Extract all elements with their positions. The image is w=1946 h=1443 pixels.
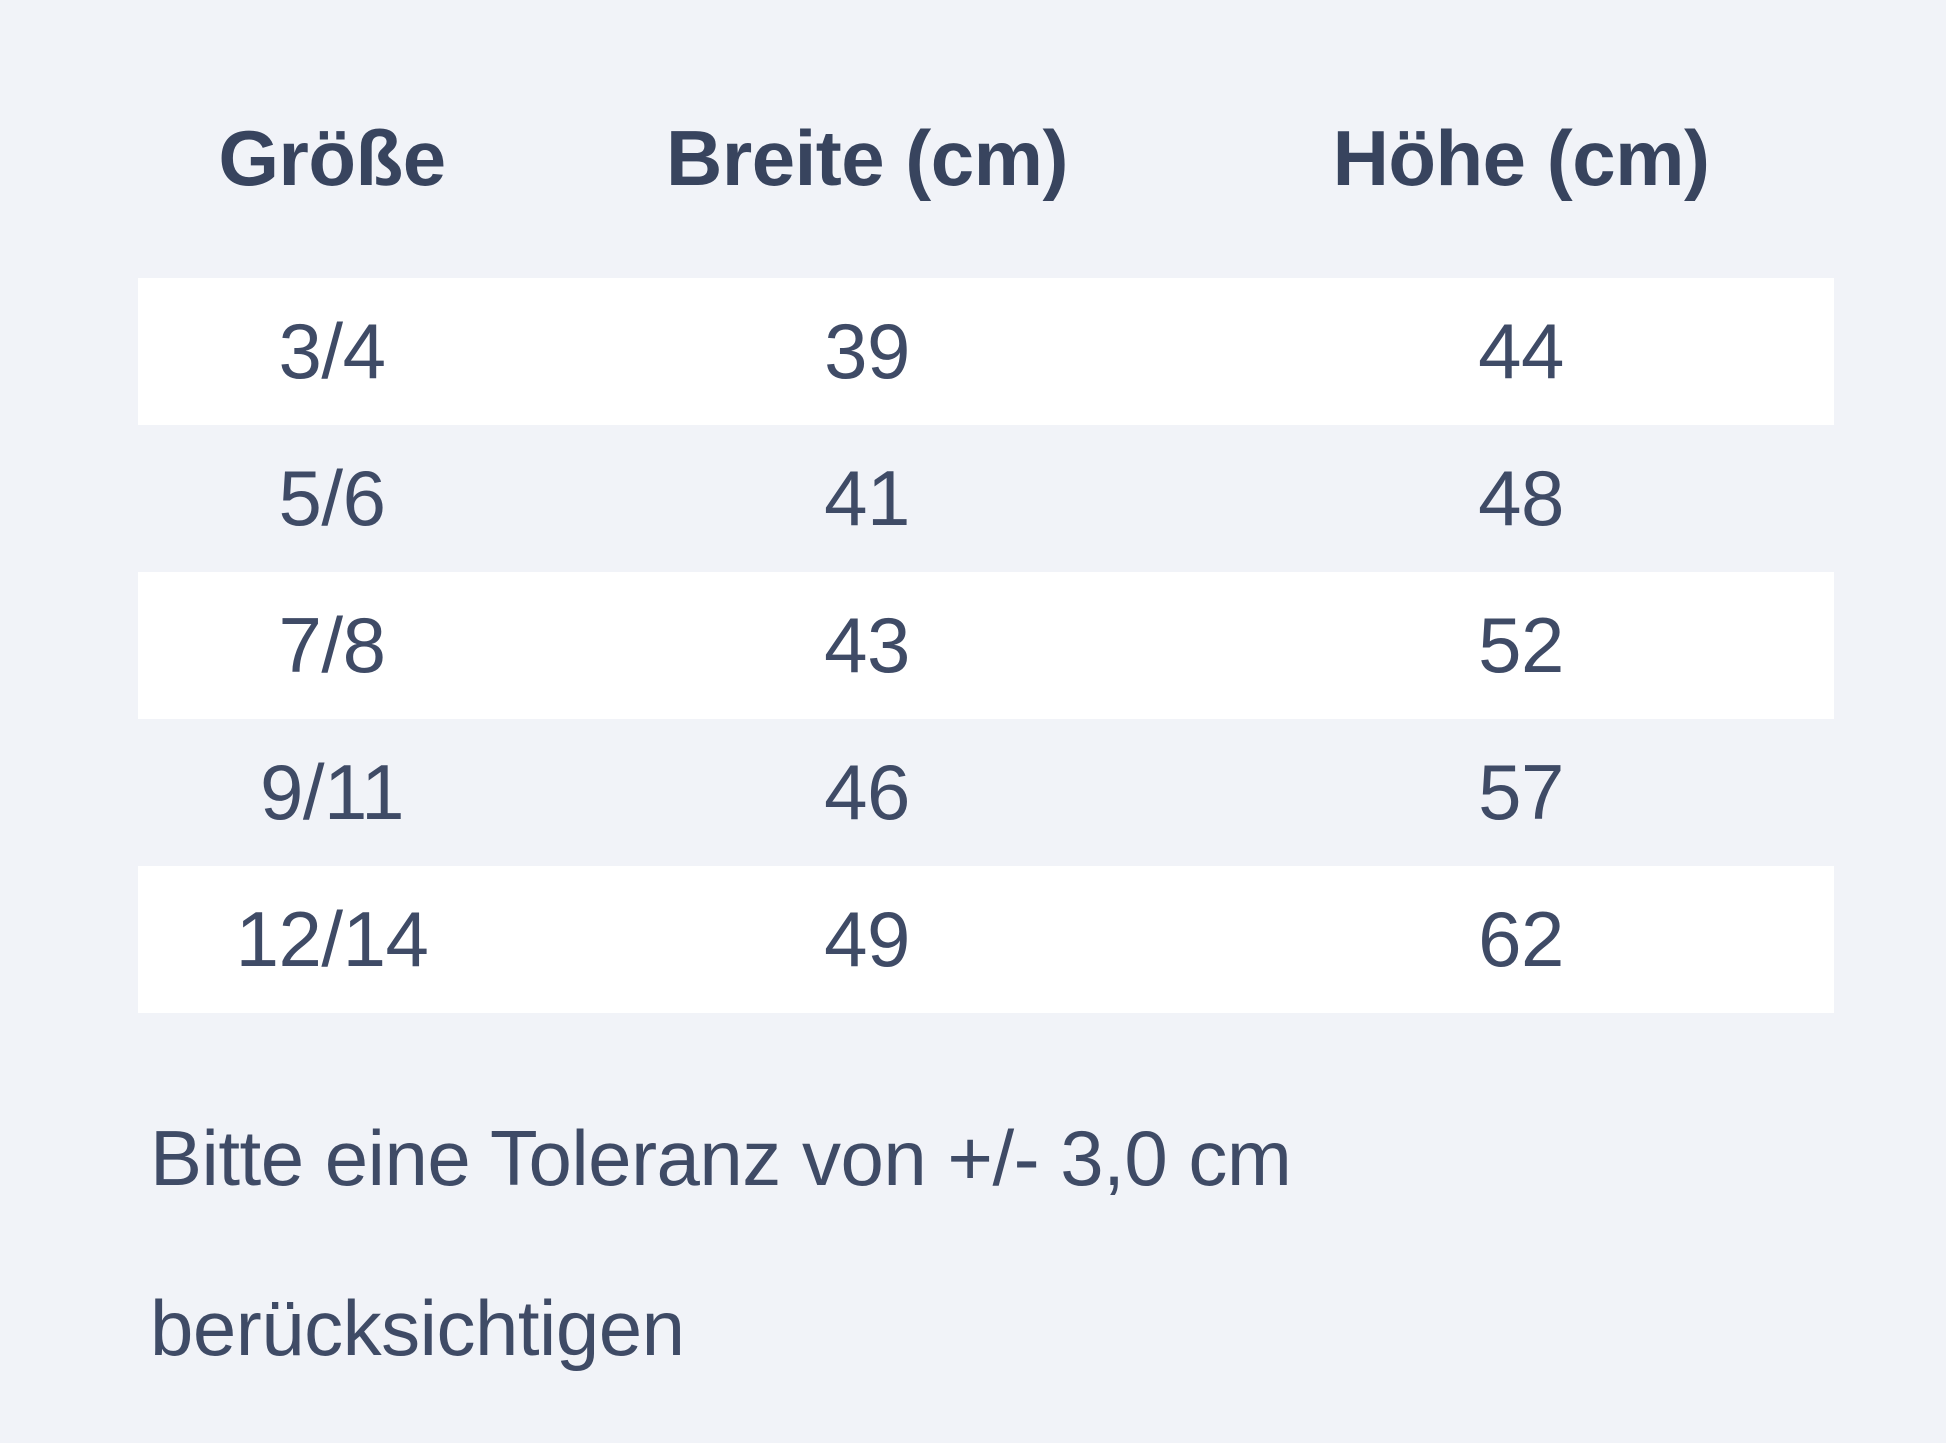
breite-value: 41: [824, 454, 910, 542]
size-value: 3/4: [278, 307, 386, 395]
hoehe-value: 44: [1478, 307, 1564, 395]
table-row: 12/14 49 62: [138, 866, 1834, 1013]
size-chart-header-row: Größe Breite (cm) Höhe (cm): [138, 38, 1834, 278]
table-row: 7/8 43 52: [138, 572, 1834, 719]
breite-value: 46: [824, 748, 910, 836]
tolerance-note-line1: Bitte eine Toleranz von +/- 3,0 cm: [150, 1114, 1292, 1202]
hoehe-value: 48: [1478, 454, 1564, 542]
table-row: 3/4 39 44: [138, 278, 1834, 425]
size-chart-table: Größe Breite (cm) Höhe (cm) 3/4 39 44 5/…: [138, 38, 1834, 1413]
column-header-hoehe: Höhe (cm): [1332, 113, 1710, 202]
size-value: 7/8: [278, 601, 386, 689]
column-header-groesse: Größe: [218, 113, 446, 202]
table-row: 5/6 41 48: [138, 425, 1834, 572]
hoehe-value: 57: [1478, 748, 1564, 836]
hoehe-value: 52: [1478, 601, 1564, 689]
size-value: 9/11: [259, 748, 405, 836]
tolerance-note-line2: berücksichtigen: [150, 1284, 685, 1372]
hoehe-value: 62: [1478, 895, 1564, 983]
size-value: 5/6: [278, 454, 386, 542]
size-value: 12/14: [235, 895, 429, 983]
tolerance-note: Bitte eine Toleranz von +/- 3,0 cm berüc…: [150, 1073, 1834, 1413]
table-row: 9/11 46 57: [138, 719, 1834, 866]
breite-value: 39: [824, 307, 910, 395]
breite-value: 43: [824, 601, 910, 689]
breite-value: 49: [824, 895, 910, 983]
column-header-breite: Breite (cm): [666, 113, 1068, 202]
